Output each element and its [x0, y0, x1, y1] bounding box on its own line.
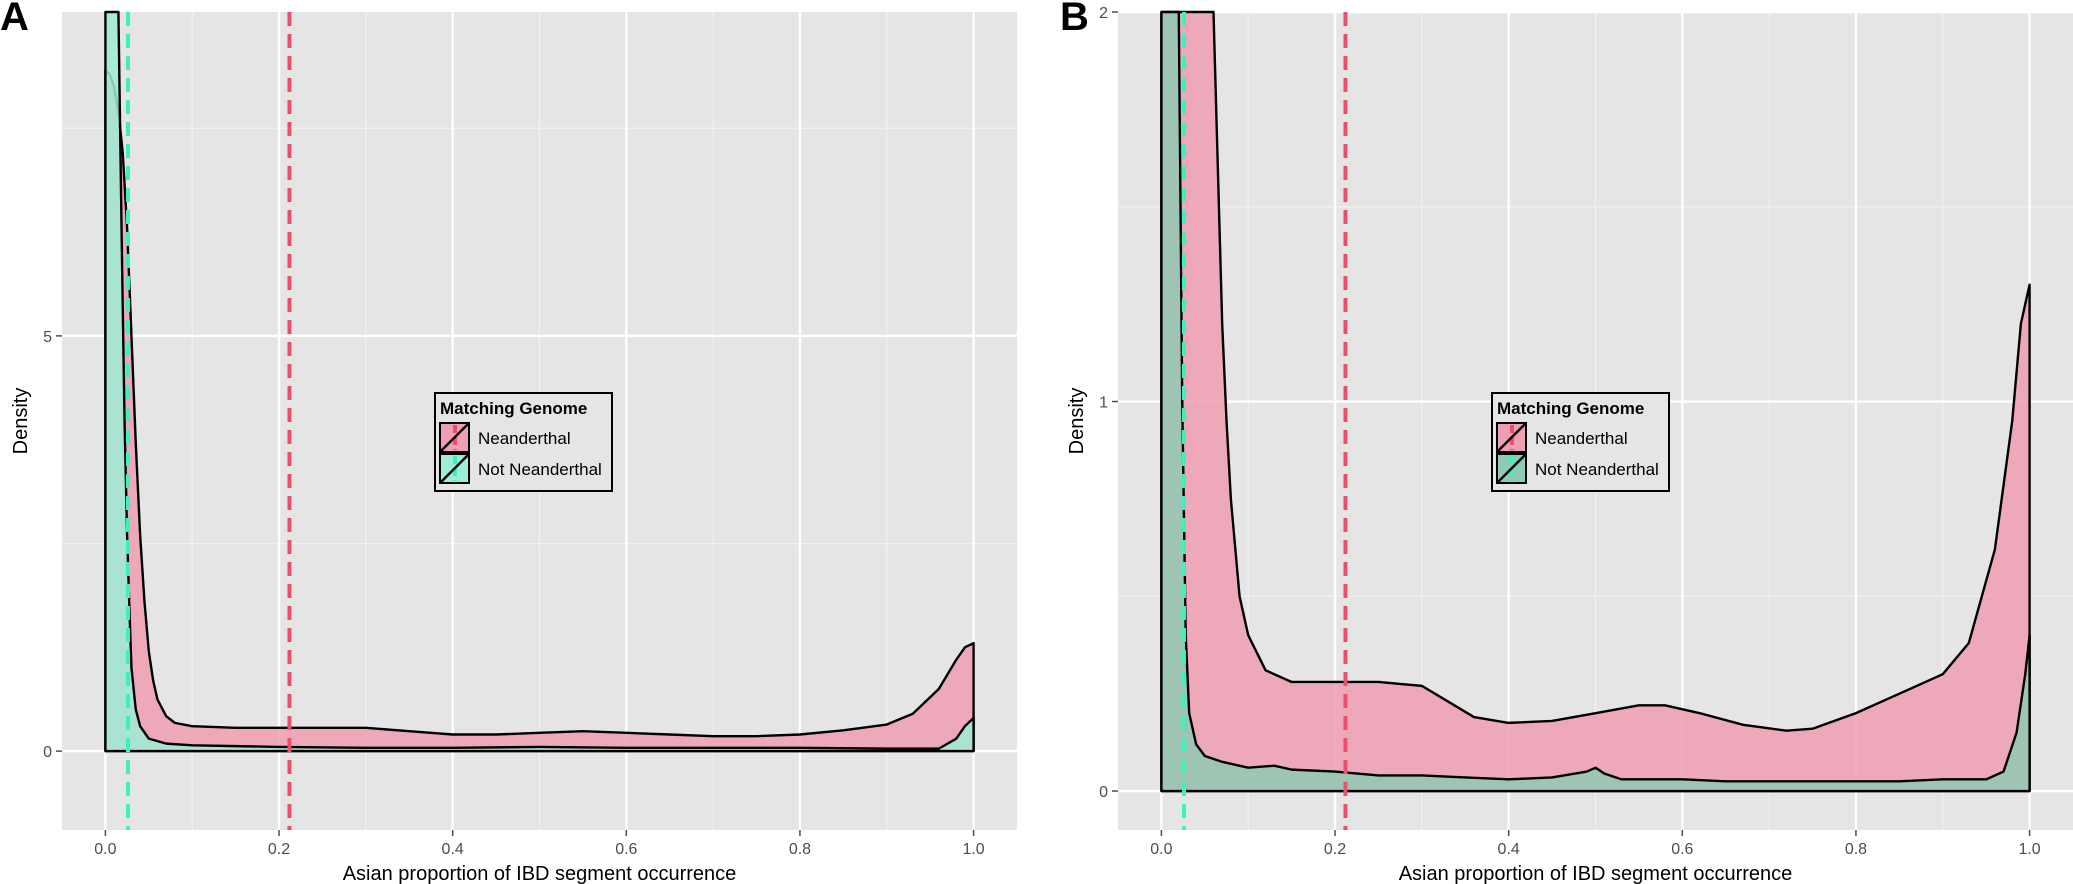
x-tick-label: 0.0 [1150, 841, 1172, 858]
x-axis-title: Asian proportion of IBD segment occurren… [343, 863, 737, 884]
panel-b: 0.0 0.2 0.4 0.6 0.8 1.0 0 1 2 Asian proportion of… [1066, 5, 2073, 884]
legend: Matching Genome Neanderthal Not Neandertha… [434, 392, 613, 492]
legend-label-not-neanderthal: Not Neanderthal [1535, 460, 1659, 479]
x-tick-label: 0.4 [442, 841, 464, 858]
x-tick-label: 0.2 [268, 841, 290, 858]
legend: Matching Genome Neanderthal Not Neandertha… [1491, 392, 1670, 492]
x-tick-label: 0.6 [1671, 841, 1693, 858]
y-tick-label: 5 [43, 329, 52, 346]
legend-label-not-neanderthal: Not Neanderthal [478, 460, 602, 479]
legend-slash [1496, 422, 1527, 453]
y-tick-label: 2 [1099, 5, 1108, 22]
legend-label-neanderthal: Neanderthal [478, 429, 571, 448]
y-axis-title: Density [10, 388, 32, 455]
panel-a: 0.0 0.2 0.4 0.6 0.8 1.0 0 5 Asian proportion of … [10, 10, 1017, 884]
x-axis-title: Asian proportion of IBD segment occurren… [1399, 863, 1793, 884]
density-area-not-neanderthal [1160, 10, 2031, 793]
y-tick-label: 0 [1099, 784, 1108, 801]
y-axis-title: Density [1066, 388, 1088, 455]
x-tick-label: 0.8 [1845, 841, 1867, 858]
legend-label-neanderthal: Neanderthal [1535, 429, 1628, 448]
legend-slash [439, 422, 470, 453]
y-tick-label: 1 [1099, 395, 1108, 412]
legend-slash [1496, 453, 1527, 484]
x-tick-label: 0.0 [94, 841, 116, 858]
x-tick-label: 0.2 [1324, 841, 1346, 858]
density-area-neanderthal [1160, 10, 2031, 793]
x-tick-label: 1.0 [2018, 841, 2040, 858]
legend-slash [439, 453, 470, 484]
x-tick-label: 1.0 [962, 841, 984, 858]
density-area-not-neanderthal [104, 10, 975, 753]
x-tick-label: 0.8 [789, 841, 811, 858]
legend-key-not-neanderthal [439, 453, 470, 484]
panel-b-letter: B [1060, 0, 1089, 39]
panel-a-letter: A [0, 0, 29, 39]
x-tick-label: 0.4 [1498, 841, 1520, 858]
y-tick-label: 0 [43, 744, 52, 761]
legend-key-neanderthal [439, 422, 470, 453]
legend-key-neanderthal [1496, 422, 1527, 453]
legend-title: Matching Genome [1497, 399, 1644, 418]
x-tick-label: 0.6 [615, 841, 637, 858]
legend-key-not-neanderthal [1496, 453, 1527, 484]
legend-title: Matching Genome [440, 399, 587, 418]
